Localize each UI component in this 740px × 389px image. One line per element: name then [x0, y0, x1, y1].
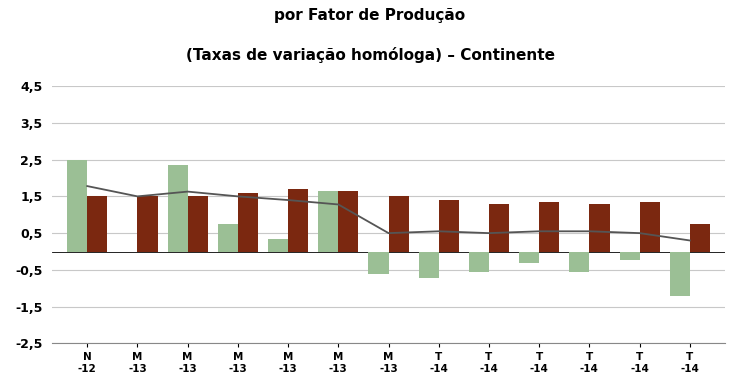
Bar [167, 165, 188, 252]
Bar [569, 252, 590, 272]
Bar [318, 191, 338, 252]
Bar [539, 202, 559, 252]
Bar [419, 252, 439, 278]
Bar [639, 202, 660, 252]
Bar [87, 196, 107, 252]
Bar [268, 238, 288, 252]
Bar [138, 196, 158, 252]
Text: (Taxas de variação homóloga) – Continente: (Taxas de variação homóloga) – Continent… [186, 47, 554, 63]
Bar [439, 200, 459, 252]
Bar [619, 252, 639, 259]
Bar [469, 252, 489, 272]
Bar [218, 224, 238, 252]
Bar [690, 224, 710, 252]
Bar [670, 252, 690, 296]
Bar [489, 204, 509, 252]
Bar [238, 193, 258, 252]
Bar [369, 252, 388, 273]
Bar [519, 252, 539, 263]
Bar [388, 196, 408, 252]
Bar [590, 204, 610, 252]
Text: por Fator de Produção: por Fator de Produção [275, 8, 465, 23]
Bar [288, 189, 308, 252]
Bar [338, 191, 358, 252]
Bar [188, 196, 208, 252]
Bar [67, 159, 87, 252]
